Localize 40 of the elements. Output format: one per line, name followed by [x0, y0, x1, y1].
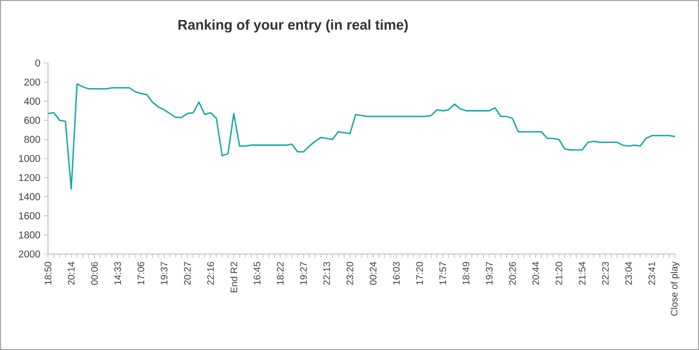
- x-tick-label: 14:33: [114, 262, 122, 284]
- x-tick-label: 20:26: [509, 262, 516, 285]
- x-tick-label: 19:27: [300, 262, 307, 284]
- x-tick-label: 18:50: [44, 262, 52, 284]
- x-tick-label: 21:54: [578, 262, 586, 285]
- x-tick-label: 00:24: [370, 262, 376, 285]
- x-tick-label: 16:45: [254, 262, 260, 284]
- y-tick-label: 1000: [19, 154, 40, 162]
- x-tick-label: 17:20: [416, 262, 423, 284]
- x-tick-label: 18:22: [276, 262, 284, 284]
- x-tick-label: Close of play: [670, 262, 680, 316]
- y-tick-label: 0: [35, 59, 40, 67]
- x-tick-label: 19:37: [160, 262, 168, 284]
- x-tick-label: 20:27: [184, 262, 191, 285]
- x-tick-label: 19:37: [486, 262, 493, 284]
- x-tick-label: 23:41: [648, 262, 656, 285]
- x-tick-label: 18:49: [462, 262, 470, 284]
- x-tick-label: 20:44: [532, 262, 540, 285]
- y-tick-label: 1800: [19, 231, 40, 238]
- x-tick-label: 20:14: [68, 262, 75, 285]
- x-tick-label: 00:06: [91, 262, 98, 285]
- y-tick-label: 1600: [19, 212, 40, 220]
- x-tick-label: 23:20: [346, 262, 354, 285]
- x-tick-label: 22:13: [323, 262, 330, 285]
- y-tick-label: 1200: [19, 174, 40, 182]
- y-tick-label: 800: [24, 136, 40, 143]
- x-tick-label: 22:23: [602, 262, 609, 285]
- y-tick-label: 400: [24, 98, 40, 105]
- x-tick-label: 23:04: [625, 262, 632, 285]
- y-tick-label: 200: [24, 78, 40, 86]
- x-tick-label: 17:57: [439, 262, 446, 284]
- y-tick-label: 2000: [18, 250, 40, 258]
- x-tick-label: End R2: [230, 262, 238, 292]
- chart-title: Ranking of your entry (in real time): [178, 19, 408, 33]
- x-tick-label: 21:20: [556, 262, 562, 285]
- x-tick-label: 16:03: [392, 262, 400, 284]
- y-tick-label: 1400: [19, 193, 40, 200]
- x-tick-label: 22:16: [207, 262, 214, 285]
- y-tick-label: 600: [24, 116, 40, 124]
- x-tick-label: 17:06: [138, 262, 144, 284]
